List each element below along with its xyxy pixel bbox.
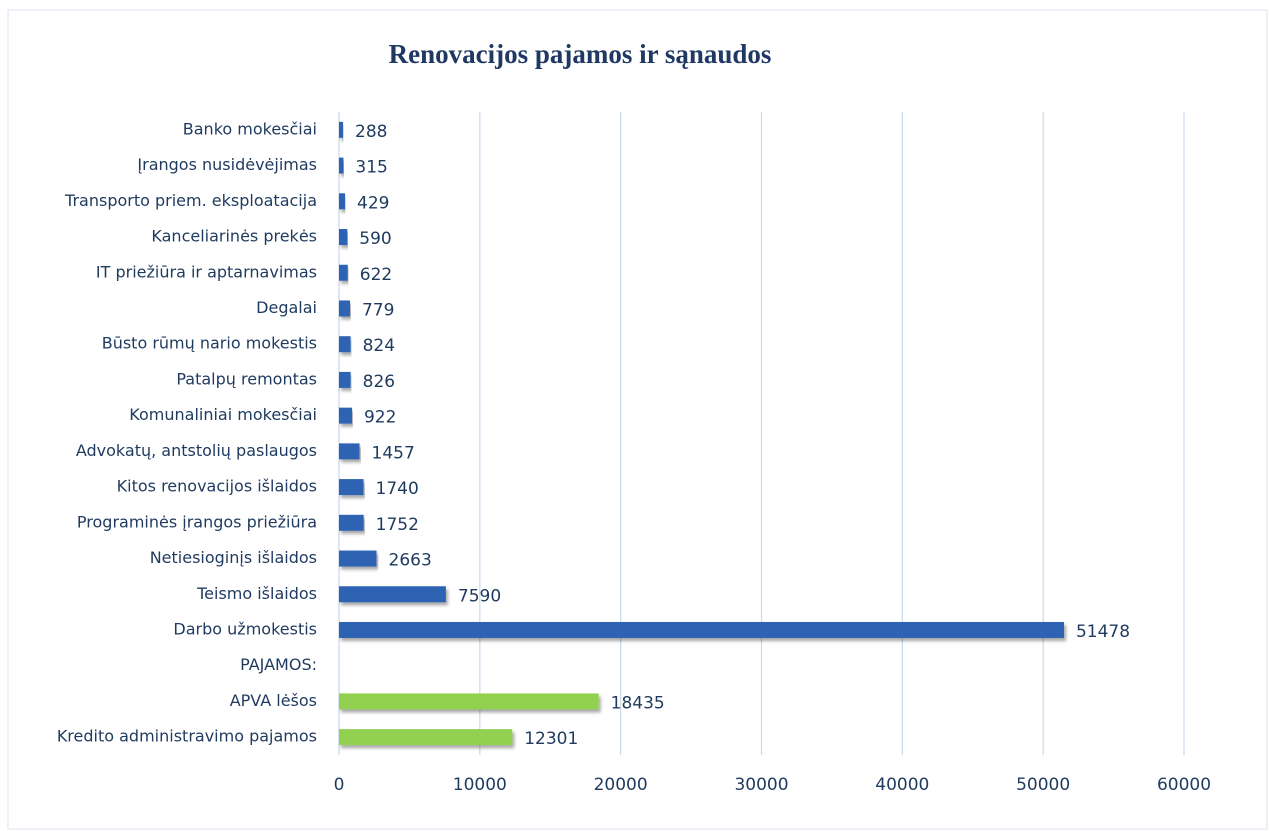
bar (339, 550, 377, 567)
y-tick-label: APVA lėšos (230, 691, 317, 710)
bar (339, 193, 346, 210)
data-label: 1752 (376, 515, 419, 535)
data-label: 288 (355, 122, 387, 142)
data-label: 1457 (372, 443, 415, 463)
x-tick-label: 60000 (1157, 775, 1211, 795)
bar (339, 586, 446, 603)
bar (339, 729, 513, 746)
bar (339, 514, 364, 531)
y-tick-label: Darbo užmokestis (173, 619, 317, 638)
data-label: 922 (364, 408, 396, 428)
bar (339, 479, 364, 496)
y-tick-label: Komunaliniai mokesčiai (129, 405, 317, 424)
labels: 0 10000 20000 30000 40000 50000 60000 Banko mok… (57, 119, 1211, 795)
data-label: 824 (363, 336, 395, 356)
x-tick-label: 30000 (734, 775, 788, 795)
x-tick-label: 10000 (453, 775, 507, 795)
y-tick-label: Teismo išlaidos (196, 584, 317, 603)
y-tick-label: Kitos renovacijos išlaidos (117, 477, 317, 496)
data-label: 2663 (389, 551, 432, 571)
data-label: 779 (362, 300, 394, 320)
x-tick-label: 20000 (594, 775, 648, 795)
bar (339, 693, 599, 710)
chart-title: Renovacijos pajamos ir sąnaudos (389, 39, 772, 69)
bar (339, 443, 360, 460)
y-tick-label: Netiesioginįs išlaidos (150, 548, 317, 567)
bars (339, 121, 1064, 746)
y-tick-label: Advokatų, antstolių paslaugos (76, 441, 317, 460)
grid (338, 112, 1185, 755)
bar (339, 371, 351, 388)
data-label: 826 (363, 372, 395, 392)
data-label: 12301 (524, 729, 578, 749)
data-label: 1740 (376, 479, 419, 499)
y-tick-label: Transporto priem. eksploatacija (64, 191, 317, 210)
data-label: 622 (360, 265, 392, 285)
y-tick-label: Kredito administravimo pajamos (57, 727, 317, 746)
data-label: 590 (359, 229, 391, 249)
bar (339, 621, 1064, 638)
x-tick-label: 0 (334, 775, 345, 795)
bar (339, 336, 351, 353)
x-tick-label: 50000 (1016, 775, 1070, 795)
bar (339, 407, 352, 424)
y-tick-label: Patalpų remontas (176, 369, 317, 388)
bar (339, 229, 348, 246)
data-label: 51478 (1076, 622, 1130, 642)
data-label: 18435 (611, 693, 665, 713)
data-label: 429 (357, 193, 389, 213)
y-tick-label: Programinės įrangos priežiūra (77, 512, 317, 531)
chart-border (7, 9, 1268, 830)
y-tick-label: IT priežiūra ir aptarnavimas (96, 262, 317, 281)
bar (339, 300, 350, 317)
x-tick-label: 40000 (875, 775, 929, 795)
y-tick-label: PAJAMOS: (240, 655, 317, 674)
bar (339, 157, 344, 174)
y-tick-label: Banko mokesčiai (183, 119, 317, 138)
bar (339, 264, 348, 281)
y-tick-label: Įrangos nusidėvėjimas (137, 155, 317, 174)
bar (339, 121, 344, 138)
data-label: 7590 (458, 586, 501, 606)
y-tick-label: Būsto rūmų nario mokestis (102, 334, 317, 353)
y-tick-label: Kanceliarinės prekės (151, 227, 317, 246)
y-tick-label: Degalai (256, 298, 317, 317)
data-label: 315 (355, 158, 387, 178)
